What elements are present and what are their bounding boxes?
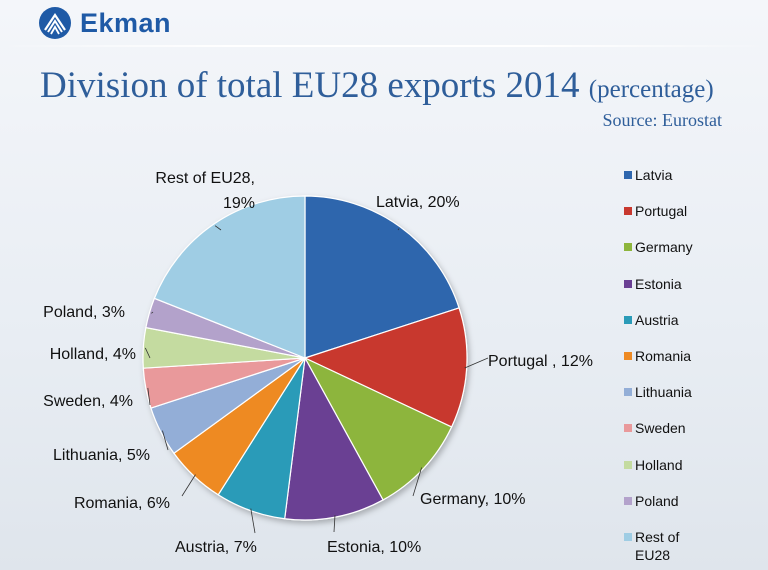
slice-labels: Latvia, 20% Portugal , 12% Germany, 10% Est… — [43, 170, 593, 556]
legend-item-rest-of-eu28: Rest of EU28 — [624, 528, 693, 564]
leader-line-lithuania — [162, 430, 169, 451]
legend-swatch — [624, 315, 632, 324]
legend-item-sweden: Sweden — [624, 419, 693, 455]
legend-label: Latvia — [635, 167, 673, 183]
slice-label-romania: Romania, 6% — [74, 495, 170, 512]
legend-swatch — [624, 207, 632, 216]
legend-label: Germany — [635, 239, 693, 256]
slice-label-estonia: Estonia, 10% — [327, 539, 421, 556]
title-main: Division of total EU28 exports 2014 — [40, 65, 580, 106]
legend-item-portugal: Portugal — [624, 202, 693, 238]
legend-label: Romania — [635, 347, 692, 364]
slice-label-latvia: Latvia, 20% — [376, 194, 460, 211]
logo-text: Ekman — [80, 7, 172, 38]
slice-label-poland: Poland, 3% — [43, 304, 125, 321]
legend-label: Poland — [635, 492, 679, 509]
page-title: Division of total EU28 exports 2014 (per… — [40, 64, 714, 107]
legend-label: Portugal — [635, 203, 688, 220]
leader-line-romania — [181, 474, 196, 497]
legend-label: Austria — [635, 311, 679, 328]
legend-label: Lithuania — [635, 384, 692, 401]
leader-line-rest-of-eu28 — [214, 225, 222, 231]
pie-slice-portugal — [303, 307, 468, 428]
legend-label: Rest of EU28 — [635, 528, 680, 563]
leader-line-holland — [144, 347, 151, 359]
leader-line-portugal — [464, 357, 489, 369]
ekman-logo-icon — [39, 7, 71, 39]
legend-item-austria: Austria — [624, 311, 693, 347]
legend-swatch — [624, 279, 632, 288]
legend-item-estonia: Estonia — [624, 275, 693, 311]
legend-label: Sweden — [635, 420, 686, 437]
leader-line-austria — [250, 508, 256, 534]
source-note: Source: Eurostat — [602, 110, 722, 130]
legend-item-lithuania: Lithuania — [624, 383, 693, 419]
slice-label-portugal: Portugal , 12% — [488, 353, 593, 370]
legend-item-latvia: Latvia — [624, 166, 693, 202]
title-subtitle: (percentage) — [588, 76, 714, 103]
legend-item-germany: Germany — [624, 238, 693, 274]
ekman-logo: Ekman — [38, 6, 171, 40]
title-divider — [0, 45, 768, 47]
legend-swatch — [624, 171, 632, 179]
chart-legend: Latvia Portugal Germany Estonia Austria Roman… — [624, 166, 693, 564]
leader-line-sweden — [147, 387, 151, 406]
legend-label: Estonia — [635, 275, 682, 292]
slice-label-austria: Austria, 7% — [175, 539, 257, 556]
legend-swatch — [624, 460, 632, 469]
leader-line-estonia — [333, 515, 336, 533]
legend-item-holland: Holland — [624, 456, 693, 492]
legend-swatch — [624, 532, 632, 541]
legend-swatch — [624, 388, 632, 397]
pie-slice-estonia — [284, 356, 384, 521]
pie-slice-germany — [303, 356, 453, 501]
legend-item-poland: Poland — [624, 492, 693, 528]
legend-swatch — [624, 243, 632, 252]
slice-label-lithuania: Lithuania, 5% — [53, 447, 150, 464]
leader-line-poland — [151, 311, 154, 314]
leader-line-latvia — [397, 228, 400, 231]
legend-swatch — [624, 351, 632, 360]
slice-label-rest-of-eu28: Rest of EU28, 19% — [155, 170, 255, 212]
legend-item-romania: Romania — [624, 347, 693, 383]
leader-line-germany — [412, 467, 423, 497]
legend-label: Holland — [635, 456, 683, 473]
slice-label-germany: Germany, 10% — [420, 491, 526, 508]
pie-slices — [142, 195, 468, 521]
pie-slice-rest-of-eu28 — [153, 195, 306, 359]
legend-swatch — [624, 424, 632, 433]
slice-label-sweden: Sweden, 4% — [43, 393, 133, 410]
leader-lines — [144, 225, 489, 534]
legend-swatch — [624, 496, 632, 505]
pie-slice-latvia — [304, 195, 460, 359]
slice-label-holland: Holland, 4% — [50, 346, 136, 363]
